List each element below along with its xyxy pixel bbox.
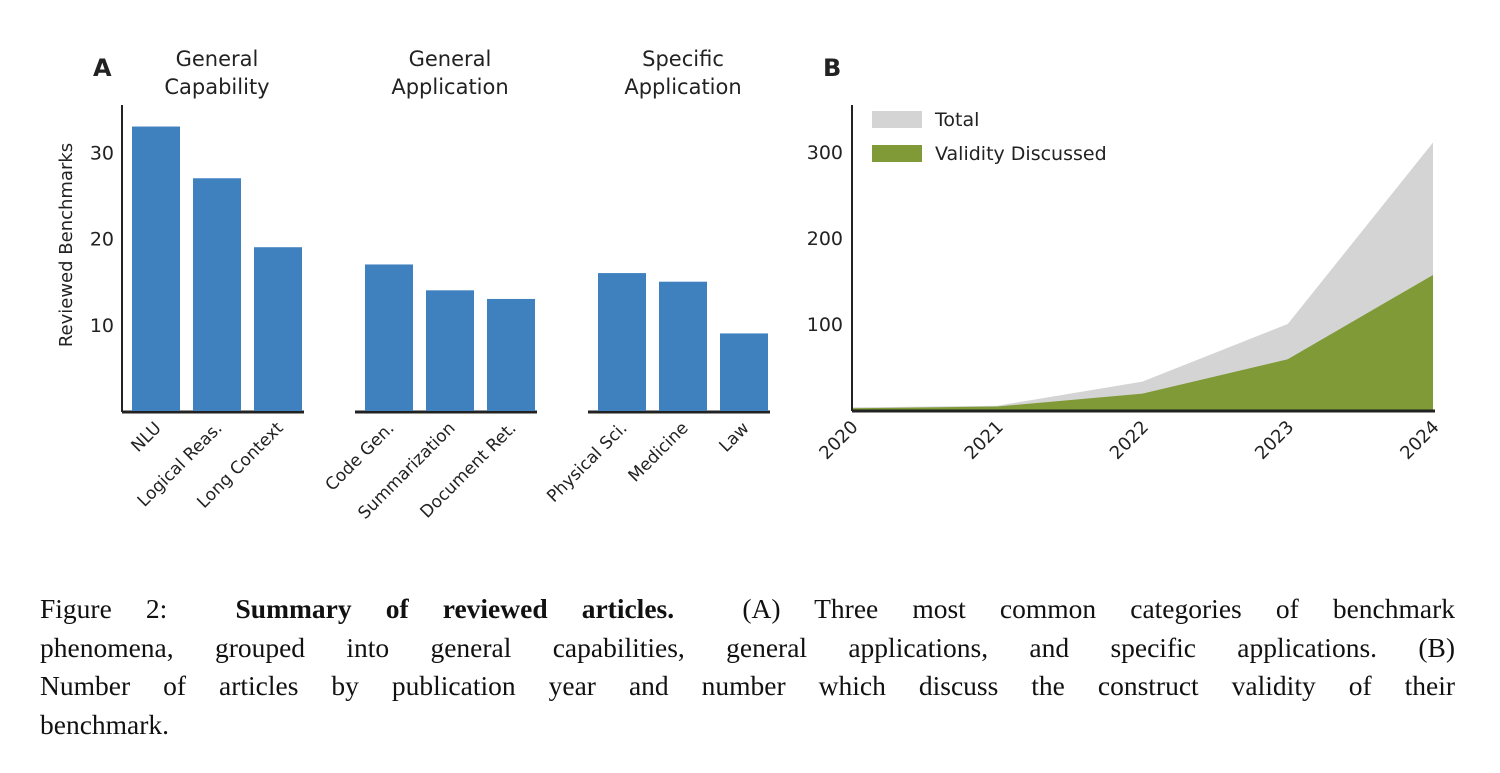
caption-line: (A) Three most common categories of benc… xyxy=(742,593,1456,624)
figure-caption: Figure 2: Summary of reviewed articles. … xyxy=(40,590,1455,744)
bar xyxy=(487,298,535,411)
caption-line: Number of articles by publication year a… xyxy=(40,670,1455,701)
y-tick-label: 200 xyxy=(807,228,843,250)
bar xyxy=(426,290,474,411)
bar xyxy=(598,273,646,411)
x-tick-label: Law xyxy=(715,418,753,456)
x-tick-label: 2020 xyxy=(815,417,862,464)
bar xyxy=(254,247,302,411)
figure: A Reviewed Benchmarks 10 20 30 General Capabil… xyxy=(56,47,1444,524)
legend-label: Total xyxy=(934,109,979,131)
legend-swatch xyxy=(872,145,922,162)
bar xyxy=(659,281,707,411)
y-tick-label: 100 xyxy=(807,314,843,336)
bar xyxy=(365,264,413,411)
group-title: Specific xyxy=(642,47,724,71)
area-validity-discussed xyxy=(852,274,1433,410)
group-title: Application xyxy=(391,75,508,99)
y-tick-label: 20 xyxy=(90,229,114,251)
x-tick-label: 2023 xyxy=(1251,417,1298,464)
caption-line: phenomena, grouped into general capabili… xyxy=(40,631,1455,663)
y-tick-label: 30 xyxy=(90,142,114,164)
x-tick-label: NLU xyxy=(127,418,165,456)
legend-swatch xyxy=(872,111,922,128)
group-title: Capability xyxy=(164,75,269,99)
panel-label-a: A xyxy=(93,54,112,82)
bar xyxy=(132,126,180,411)
x-tick-label: 2024 xyxy=(1396,417,1443,464)
y-tick-label: 300 xyxy=(807,142,843,164)
x-tick-label: Medicine xyxy=(625,418,693,486)
x-tick-label: 2021 xyxy=(961,417,1008,464)
legend-label: Validity Discussed xyxy=(935,143,1107,165)
y-axis-label: Reviewed Benchmarks xyxy=(56,143,77,347)
area-total xyxy=(852,142,1433,411)
group-title: General xyxy=(176,47,259,71)
bar xyxy=(193,178,241,411)
caption-line: benchmark. xyxy=(40,708,170,740)
group-title: Application xyxy=(624,75,741,99)
y-tick-label: 10 xyxy=(90,315,114,337)
x-tick-label: 2022 xyxy=(1106,417,1153,464)
caption-label: Figure 2: xyxy=(40,593,168,624)
group-title: General xyxy=(409,47,492,71)
bar xyxy=(720,333,768,411)
panel-label-b: B xyxy=(823,54,841,82)
caption-title: Summary of reviewed articles. xyxy=(235,593,675,624)
x-tick-label: Physical Sci. xyxy=(543,418,631,506)
